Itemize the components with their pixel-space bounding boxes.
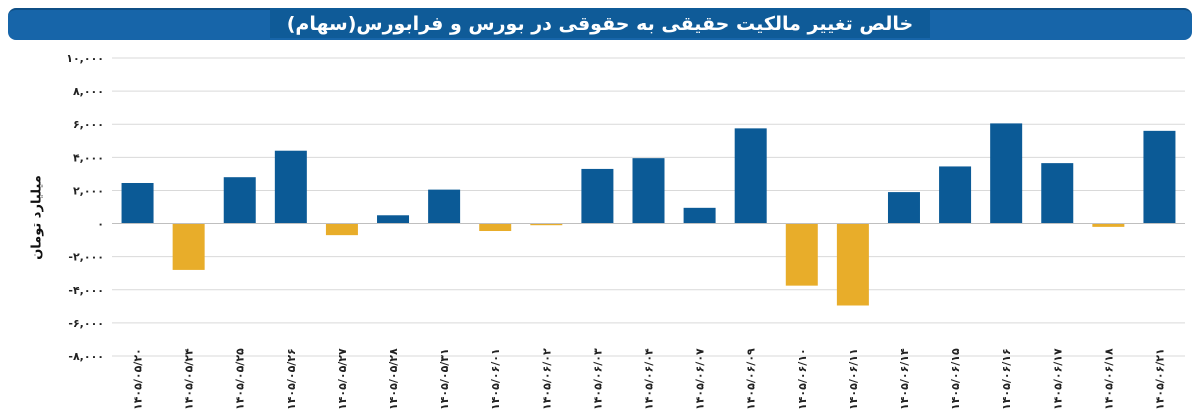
x-tick-label: ۱۴۰۵/۰۶/۲۱ <box>1153 348 1166 410</box>
bar <box>734 128 767 224</box>
x-tick-label: ۱۴۰۵/۰۶/۱۰ <box>796 348 809 410</box>
bar <box>377 215 410 224</box>
y-tick-label: -۸,۰۰۰ <box>68 350 104 363</box>
y-tick-label: ۴,۰۰۰ <box>73 151 104 164</box>
x-tick-label: ۱۴۰۵/۰۶/۱۷ <box>1051 348 1064 410</box>
x-tick-label: ۱۴۰۵/۰۶/۱۴ <box>898 348 911 410</box>
chart-title: خالص تغییر مالکیت حقیقی به حقوقی در بورس… <box>286 13 914 35</box>
bar <box>172 223 205 270</box>
bar <box>121 182 154 224</box>
bar <box>1092 223 1125 227</box>
x-tick-label: ۱۴۰۵/۰۶/۱۶ <box>1000 348 1013 410</box>
y-tick-label: -۶,۰۰۰ <box>68 317 104 330</box>
bar <box>325 223 358 236</box>
bar <box>990 123 1023 224</box>
y-tick-label: ۶,۰۰۰ <box>73 118 104 131</box>
bar <box>683 207 716 224</box>
y-tick-label: ۱۰,۰۰۰ <box>66 52 104 65</box>
bar <box>1143 130 1176 224</box>
x-tick-label: ۱۴۰۵/۰۶/۰۳ <box>591 348 604 410</box>
bar <box>479 223 512 232</box>
bar <box>274 150 307 224</box>
x-tick-label: ۱۴۰۵/۰۶/۱۵ <box>949 348 962 410</box>
bar <box>632 158 665 224</box>
y-tick-label: ۰ <box>97 218 104 231</box>
bar <box>836 223 869 306</box>
x-tick-label: ۱۴۰۵/۰۵/۲۸ <box>387 348 400 410</box>
x-tick-label: ۱۴۰۵/۰۵/۳۱ <box>438 348 451 410</box>
x-tick-label: ۱۴۰۵/۰۵/۲۰ <box>132 348 145 410</box>
title-bar-center <box>270 8 930 38</box>
bar <box>1041 163 1074 224</box>
x-tick-label: ۱۴۰۵/۰۵/۲۴ <box>183 348 196 410</box>
bar <box>428 189 461 224</box>
x-tick-label: ۱۴۰۵/۰۶/۰۴ <box>643 348 656 410</box>
x-tick-label: ۱۴۰۵/۰۵/۲۵ <box>234 348 247 410</box>
bar <box>223 177 256 224</box>
x-tick-label: ۱۴۰۵/۰۶/۰۲ <box>540 348 553 410</box>
x-tick-label: ۱۴۰۵/۰۶/۱۱ <box>847 348 860 410</box>
x-tick-label: ۱۴۰۵/۰۶/۰۷ <box>694 348 707 410</box>
x-tick-label: ۱۴۰۵/۰۶/۱۸ <box>1102 348 1115 410</box>
bar <box>530 223 563 226</box>
y-tick-label: -۲,۰۰۰ <box>68 251 104 264</box>
bar <box>887 192 920 224</box>
bar <box>581 168 614 224</box>
x-tick-label: ۱۴۰۵/۰۶/۰۹ <box>745 348 758 410</box>
bar <box>939 166 972 224</box>
y-tick-label: -۴,۰۰۰ <box>68 284 104 297</box>
y-tick-label: ۲,۰۰۰ <box>73 184 104 197</box>
bar <box>785 223 818 286</box>
x-tick-label: ۱۴۰۵/۰۵/۲۶ <box>285 348 298 410</box>
y-tick-label: ۸,۰۰۰ <box>73 85 104 98</box>
x-tick-label: ۱۴۰۵/۰۶/۰۱ <box>489 348 502 410</box>
x-tick-label: ۱۴۰۵/۰۵/۲۷ <box>336 348 349 410</box>
